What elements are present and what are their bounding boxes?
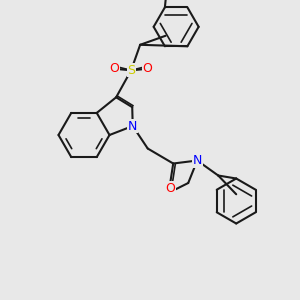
Text: N: N: [193, 154, 202, 167]
Text: O: O: [165, 182, 175, 195]
Text: S: S: [127, 64, 135, 77]
Text: O: O: [143, 62, 153, 75]
Text: O: O: [110, 62, 120, 75]
Text: N: N: [128, 119, 137, 133]
